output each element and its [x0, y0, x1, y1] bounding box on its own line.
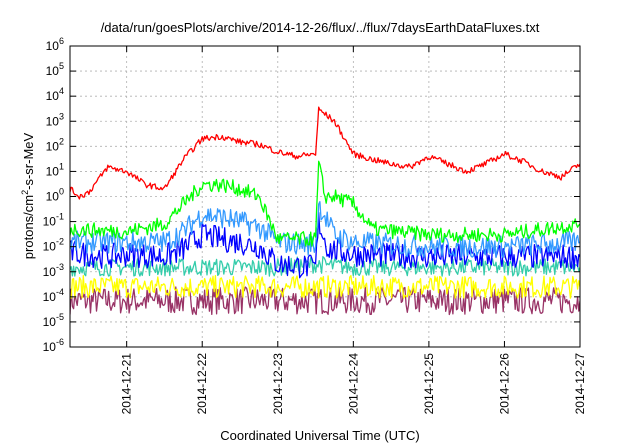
series-line-2	[70, 256, 580, 277]
y-tick-label: 10-3	[43, 262, 64, 279]
x-tick-label: 2014-12-26	[497, 353, 511, 415]
x-tick-label: 2014-12-24	[346, 353, 360, 415]
chart-title: /data/run/goesPlots/archive/2014-12-26/f…	[100, 20, 540, 35]
series-line-6	[70, 106, 580, 200]
y-tick-label: 100	[46, 187, 64, 204]
x-tick-label: 2014-12-22	[195, 353, 209, 415]
x-tick-label: 2014-12-21	[120, 353, 134, 415]
y-tick-label: 10-4	[43, 287, 64, 304]
x-tick-label: 2014-12-23	[271, 353, 285, 415]
series-line-0	[70, 286, 580, 316]
series-line-1	[70, 274, 580, 299]
series-line-4	[70, 201, 580, 259]
y-tick-label: 106	[46, 36, 64, 53]
y-tick-label: 10-6	[43, 337, 64, 354]
y-tick-label: 10-2	[43, 237, 64, 254]
y-tick-label: 105	[46, 61, 64, 78]
y-tick-label: 104	[46, 86, 64, 103]
y-tick-label: 10-5	[43, 312, 64, 329]
y-tick-label: 101	[46, 161, 64, 178]
x-tick-label: 2014-12-25	[422, 353, 436, 415]
series-line-5	[70, 160, 580, 247]
y-tick-label: 102	[46, 136, 64, 153]
x-axis-label: Coordinated Universal Time (UTC)	[220, 428, 420, 443]
x-tick-label: 2014-12-27	[573, 353, 587, 415]
y-tick-label: 103	[46, 111, 64, 128]
y-tick-label: 10-1	[43, 212, 64, 229]
